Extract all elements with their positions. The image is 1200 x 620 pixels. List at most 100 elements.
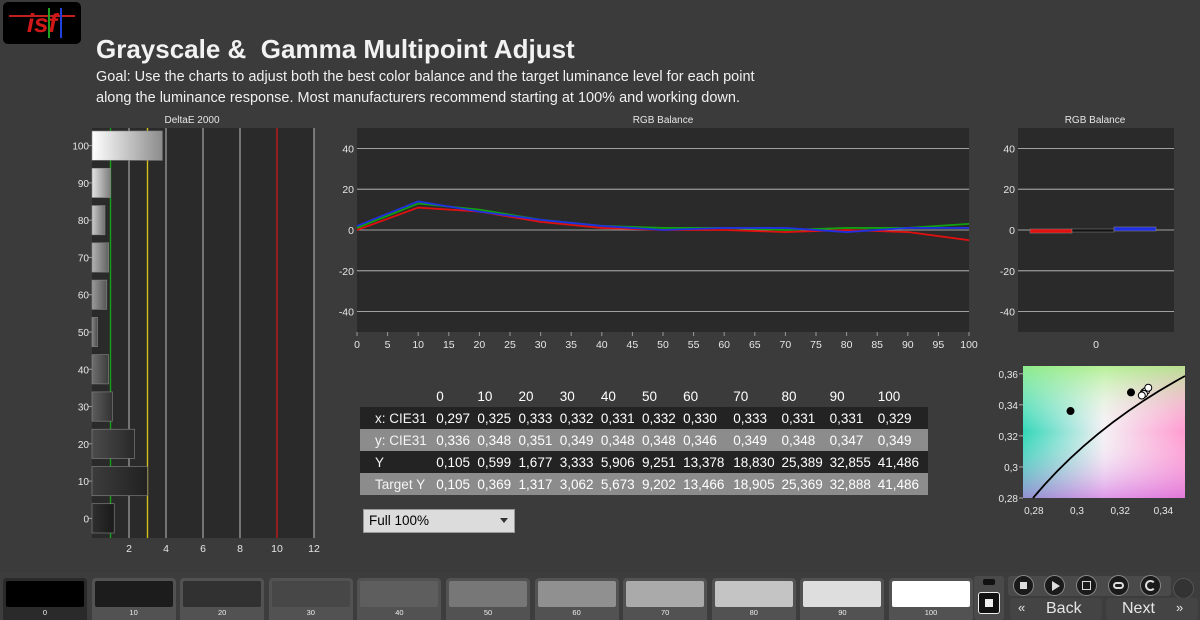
patch-0[interactable]: 0 bbox=[3, 578, 87, 620]
table-cell: 1,677 bbox=[518, 451, 560, 473]
patch-swatch bbox=[94, 581, 173, 607]
stop-button[interactable] bbox=[978, 592, 1000, 614]
patch-label: 100 bbox=[924, 608, 938, 617]
table-row-label: Target Y bbox=[374, 473, 437, 495]
table-column-header: 30 bbox=[559, 385, 601, 407]
cie-y-tick-label: 0,36 bbox=[999, 370, 1019, 381]
table-column-header: 0 bbox=[436, 385, 478, 407]
cie-x-tick-label: 0,32 bbox=[1110, 506, 1130, 517]
table-cell: 0,348 bbox=[781, 429, 830, 451]
cie-x-tick-label: 0,28 bbox=[1024, 506, 1044, 517]
table-cell: 25,369 bbox=[781, 473, 830, 495]
deltae-x-tick-label: 8 bbox=[237, 543, 243, 555]
patch-60[interactable]: 60 bbox=[534, 578, 619, 620]
stop-icon bbox=[985, 599, 993, 607]
rgb-line-x-tick-label: 65 bbox=[749, 339, 761, 351]
table-cell: 0,348 bbox=[600, 429, 642, 451]
patch-70[interactable]: 70 bbox=[623, 578, 708, 620]
table-cell: 18,905 bbox=[733, 473, 782, 495]
table-cell: 0,347 bbox=[829, 429, 878, 451]
stop-circle-button[interactable] bbox=[1013, 575, 1034, 596]
loop-button[interactable] bbox=[1108, 575, 1129, 596]
patch-swatch bbox=[803, 581, 882, 607]
table-cell: 5,906 bbox=[600, 451, 642, 473]
table-cell: 0,332 bbox=[559, 407, 601, 429]
cie-chart: 0,36 0,34 0,32 0,3 0,28 0,28 0,3 0,32 0,34 bbox=[999, 366, 1186, 517]
deltae-bar bbox=[91, 205, 106, 236]
rgb-line-x-tick-label: 60 bbox=[718, 339, 730, 351]
table-cell: 3,333 bbox=[559, 451, 601, 473]
patch-10[interactable]: 10 bbox=[91, 578, 176, 620]
table-column-header: 70 bbox=[733, 385, 782, 407]
deltae-y-tick-label: 40 bbox=[78, 365, 90, 376]
goal-text-line-2: along the luminance response. Most manuf… bbox=[96, 90, 740, 106]
table-cell: 0,297 bbox=[436, 407, 478, 429]
table-cell: 0,330 bbox=[683, 407, 734, 429]
patch-80[interactable]: 80 bbox=[711, 578, 796, 620]
rgb-line-x-tick-label: 35 bbox=[565, 339, 577, 351]
patch-swatch bbox=[537, 581, 616, 607]
table-cell: 0,331 bbox=[829, 407, 878, 429]
deltae-y-tick-label: 30 bbox=[78, 403, 90, 414]
table-cell: 0,333 bbox=[733, 407, 782, 429]
play-button[interactable] bbox=[1044, 575, 1065, 596]
deltae-y-tick-label: 80 bbox=[78, 216, 90, 227]
deltae-y-tick-label: 50 bbox=[78, 328, 90, 339]
patch-label: 70 bbox=[661, 608, 670, 617]
patch-40[interactable]: 40 bbox=[357, 578, 442, 620]
refresh-button[interactable] bbox=[1140, 575, 1161, 596]
patch-100[interactable]: 100 bbox=[889, 578, 973, 620]
save-button[interactable] bbox=[1076, 575, 1097, 596]
range-select[interactable]: Full 100% bbox=[363, 509, 515, 533]
table-column-header: 60 bbox=[683, 385, 734, 407]
measurement-table: 0 10 20 30 40 50 60 70 80 90 100 x: CIE31 0,297 0,325… bbox=[360, 385, 928, 495]
table-cell: 18,830 bbox=[733, 451, 782, 473]
patch-90[interactable]: 90 bbox=[800, 578, 885, 620]
table-cell: 9,251 bbox=[641, 451, 684, 473]
patch-swatch bbox=[360, 581, 439, 607]
patch-label: 50 bbox=[483, 608, 493, 617]
table-cell: 13,466 bbox=[683, 473, 734, 495]
patch-30[interactable]: 30 bbox=[268, 578, 353, 620]
deltae-y-tick-label: 60 bbox=[78, 291, 90, 302]
rgb-bar-y-tick-label: -40 bbox=[1000, 307, 1015, 319]
deltae-bar bbox=[91, 391, 113, 422]
table-lead-cell bbox=[360, 407, 375, 429]
record-icon[interactable] bbox=[983, 579, 995, 585]
rgb-line-x-tick-label: 70 bbox=[780, 339, 792, 351]
rgb-line-series-blue bbox=[356, 200, 969, 233]
rgb-line-y-tick-label: 20 bbox=[342, 184, 354, 196]
deltae-x-tick-label: 2 bbox=[126, 543, 132, 555]
rgb-bar-chart-title: RGB Balance bbox=[1064, 115, 1126, 126]
deltae-y-tick-label: 100 bbox=[72, 142, 89, 153]
deltae-bar bbox=[91, 466, 148, 497]
cie-point bbox=[1137, 391, 1146, 400]
rgb-bar-x-label: 0 bbox=[1093, 339, 1099, 351]
patch-label: 20 bbox=[218, 608, 227, 617]
patch-label: 30 bbox=[306, 608, 315, 617]
patch-50[interactable]: 50 bbox=[446, 578, 530, 620]
chevron-down-icon bbox=[500, 518, 508, 523]
cie-point bbox=[1144, 383, 1153, 392]
rgb-bar-y-tick-label: -20 bbox=[1000, 266, 1015, 278]
table-row-label: y: CIE31 bbox=[374, 429, 437, 451]
patch-swatch bbox=[6, 581, 84, 607]
playback-controls bbox=[974, 576, 1004, 620]
next-button[interactable]: Next » bbox=[1106, 598, 1198, 620]
deltae-y-tick-label: 10 bbox=[78, 477, 90, 488]
back-button[interactable]: « Back bbox=[1010, 598, 1102, 620]
rgb-line-x-tick-label: 0 bbox=[354, 339, 360, 351]
deltae-bar bbox=[91, 428, 135, 459]
table-lead-cell bbox=[360, 451, 375, 473]
table-lead-cell bbox=[360, 385, 375, 407]
table-cell: 0,336 bbox=[436, 429, 478, 451]
back-label: Back bbox=[1046, 600, 1082, 617]
rgb-bar-chart: 40 20 0 -20 -40 0 bbox=[1000, 128, 1174, 351]
cie-x-tick-label: 0,3 bbox=[1070, 506, 1084, 517]
table-cell: 41,486 bbox=[877, 473, 928, 495]
deltae-x-tick-label: 10 bbox=[271, 543, 283, 555]
patch-20[interactable]: 20 bbox=[180, 578, 265, 620]
deltae-y-tick-label: 90 bbox=[78, 179, 90, 190]
rgb-line-x-tick-label: 50 bbox=[657, 339, 669, 351]
rgb-line-x-tick-label: 75 bbox=[810, 339, 822, 351]
